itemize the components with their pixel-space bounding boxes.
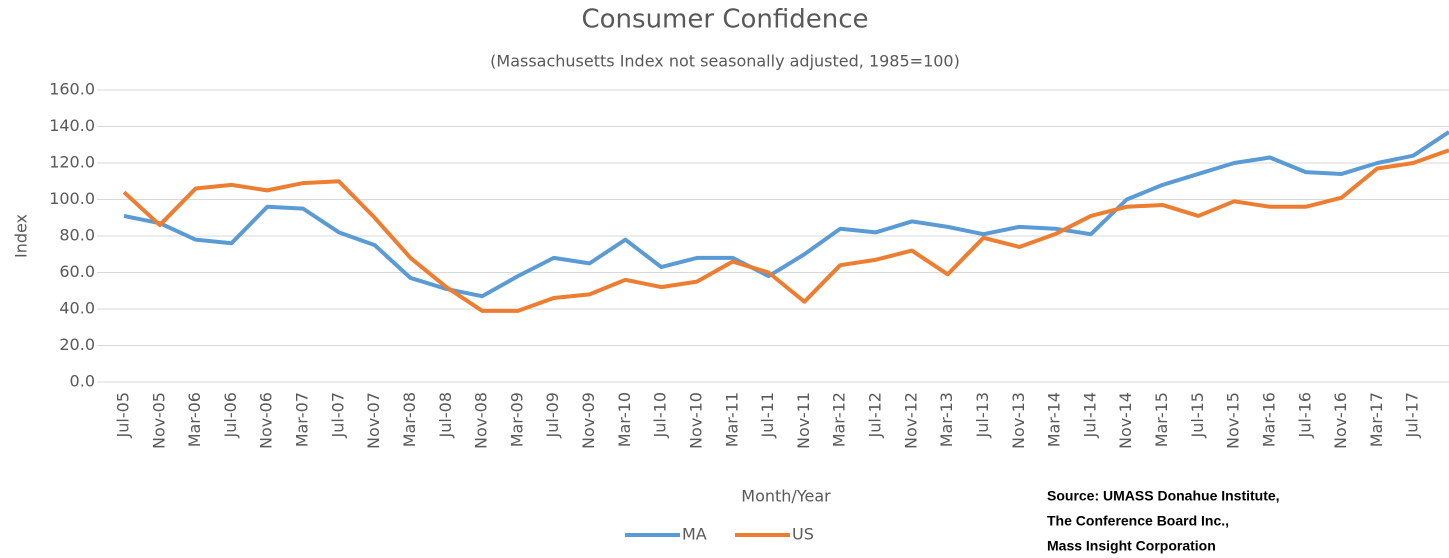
x-tick-label: Nov-08 (472, 392, 491, 449)
x-tick-label: Nov-12 (901, 392, 920, 449)
source-note: Source: UMASS Donahue Institute, (1047, 488, 1280, 504)
x-tick-label: Nov-07 (364, 392, 383, 449)
chart-subtitle: (Massachusetts Index not seasonally adju… (490, 52, 960, 71)
x-tick-label: Mar-10 (615, 392, 634, 447)
x-tick-label: Jul-15 (1188, 392, 1207, 438)
y-tick-label: 0.0 (70, 372, 95, 391)
chart-title: Consumer Confidence (581, 5, 868, 35)
x-tick-label: Mar-15 (1152, 392, 1171, 447)
x-tick-label: Nov-15 (1224, 392, 1243, 449)
x-tick-label: Mar-12 (830, 392, 849, 447)
x-tick-label: Jul-16 (1295, 392, 1314, 438)
y-tick-label: 80.0 (59, 226, 95, 245)
y-tick-label: 140.0 (49, 116, 95, 135)
x-tick-label: Nov-09 (579, 392, 598, 449)
x-tick-label: Mar-07 (293, 392, 312, 447)
x-tick-label: Nov-13 (1009, 392, 1028, 449)
y-tick-label: 40.0 (59, 299, 95, 318)
x-tick-label: Jul-06 (221, 392, 240, 438)
source-note: Mass Insight Corporation (1047, 538, 1216, 554)
source-note: The Conference Board Inc., (1047, 513, 1229, 529)
data-line (123, 130, 1449, 299)
y-tick-label: 160.0 (49, 80, 95, 99)
x-tick-label: Jul-14 (1080, 392, 1099, 438)
x-tick-label: Nov-06 (257, 392, 276, 449)
x-tick-label: Nov-16 (1331, 392, 1350, 449)
x-tick-label: Mar-11 (722, 392, 741, 447)
legend-label: MA (682, 525, 707, 544)
x-tick-label: Jul-11 (758, 392, 777, 438)
y-tick-label: 20.0 (59, 335, 95, 354)
y-tick-label: 100.0 (49, 189, 95, 208)
x-tick-label: Nov-05 (149, 392, 168, 449)
legend-label: US (792, 525, 814, 544)
x-tick-label: Jul-10 (651, 392, 670, 438)
y-tick-label: 120.0 (49, 153, 95, 172)
x-tick-label: Mar-16 (1259, 392, 1278, 447)
x-tick-label: Nov-10 (686, 392, 705, 449)
y-tick-label: 60.0 (59, 262, 95, 281)
x-tick-label: Jul-05 (114, 392, 133, 438)
x-tick-label: Jul-17 (1403, 392, 1422, 438)
x-tick-label: Jul-12 (866, 392, 885, 438)
x-tick-label: Mar-13 (937, 392, 956, 447)
x-tick-label: Jul-13 (973, 392, 992, 438)
x-tick-label: Jul-08 (436, 392, 455, 438)
x-axis-title: Month/Year (741, 487, 831, 506)
data-line (122, 148, 1449, 313)
x-tick-label: Nov-11 (794, 392, 813, 449)
y-axis-title: Index (12, 214, 31, 258)
x-tick-label: Jul-09 (543, 392, 562, 438)
x-tick-label: Mar-08 (400, 392, 419, 447)
x-tick-label: Jul-07 (328, 392, 347, 438)
x-tick-label: Mar-09 (507, 392, 526, 447)
x-tick-label: Nov-14 (1116, 392, 1135, 449)
x-tick-label: Mar-06 (185, 392, 204, 447)
x-tick-label: Mar-17 (1367, 392, 1386, 447)
x-tick-label: Mar-14 (1045, 392, 1064, 447)
